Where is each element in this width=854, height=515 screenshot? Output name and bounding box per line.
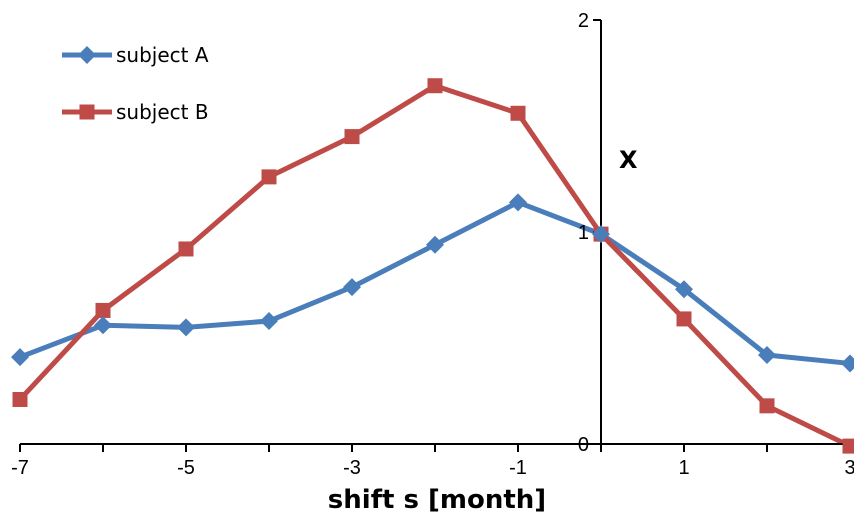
data-point-subject-b: [95, 302, 111, 318]
data-point-subject-a: [426, 235, 444, 254]
data-point-subject-a: [509, 193, 527, 212]
x-tick-label: 3: [844, 457, 854, 479]
data-point-subject-b: [510, 105, 526, 121]
data-point-subject-a: [758, 345, 776, 364]
legend-marker: [79, 104, 95, 120]
data-point-subject-a: [343, 278, 361, 297]
data-point-subject-a: [177, 318, 195, 337]
annotation-x: X: [619, 146, 638, 174]
series-line-subject-a: [19, 199, 851, 366]
data-point-subject-b: [344, 129, 360, 145]
data-point-subject-a: [841, 354, 854, 373]
data-point-subject-a: [94, 316, 112, 335]
data-point-subject-b: [676, 311, 692, 327]
x-tick-label: 1: [678, 457, 689, 479]
data-point-subject-b: [842, 438, 854, 454]
x-tick-label: -3: [343, 457, 361, 479]
legend-marker: [78, 46, 96, 64]
data-point-subject-a: [260, 312, 278, 331]
legend-label: subject B: [116, 100, 209, 124]
legend-label: subject A: [116, 43, 209, 67]
y-tick-label: 2: [578, 10, 589, 32]
data-point-subject-a: [592, 225, 610, 244]
data-point-subject-b: [12, 391, 28, 407]
x-axis-title: shift s [month]: [328, 485, 546, 515]
data-point-subject-b: [427, 78, 443, 94]
data-point-subject-b: [759, 398, 775, 414]
y-tick-label: 1: [578, 222, 589, 244]
x-ticks: -7 -5 -3 -1 1 3: [11, 444, 854, 479]
plot-lines: [18, 83, 852, 449]
data-point-subject-b: [178, 241, 194, 257]
plot-markers: [11, 78, 854, 454]
x-tick-label: -1: [509, 457, 527, 479]
legend: subject A subject B: [62, 43, 209, 124]
y-tick-label: 0: [578, 434, 589, 456]
data-point-subject-a: [11, 348, 29, 367]
x-tick-label: -7: [11, 457, 29, 479]
data-point-subject-a: [675, 280, 693, 299]
series-line-subject-b: [18, 83, 852, 449]
data-point-subject-b: [261, 169, 277, 185]
x-tick-label: -5: [177, 457, 195, 479]
